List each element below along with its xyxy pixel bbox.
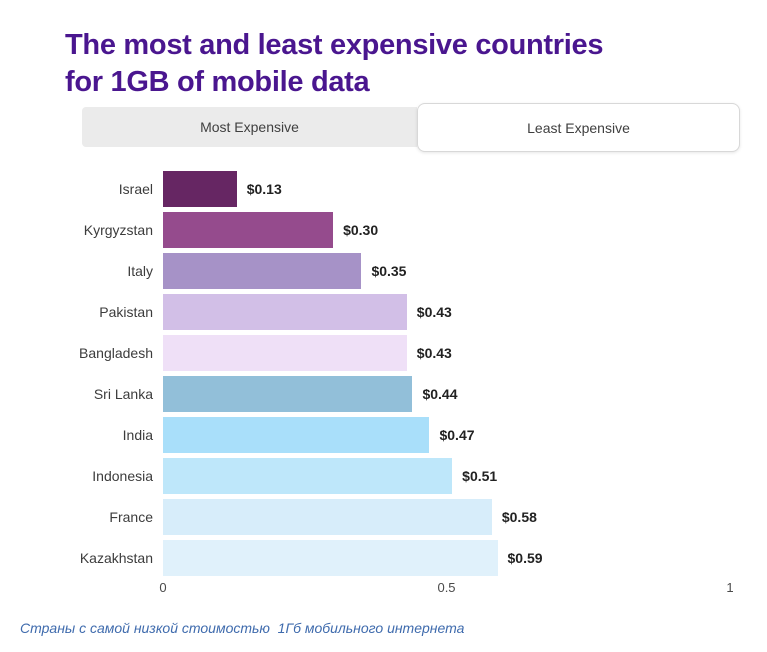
- x-axis-tick: 1: [726, 580, 734, 595]
- bar: [163, 252, 362, 289]
- row-plot-area: $0.58: [163, 498, 730, 535]
- page-title: The most and least expensive countries f…: [65, 29, 604, 98]
- value-label: $0.30: [343, 221, 379, 238]
- row-plot-area: $0.51: [163, 457, 730, 494]
- value-label: $0.43: [416, 303, 452, 320]
- chart-row: Italy $0.35: [0, 250, 767, 291]
- chart-caption: Страны с самой низкой стоимостью 1Гб моб…: [20, 620, 465, 636]
- value-label: $0.13: [246, 180, 282, 197]
- chart-row: France $0.58: [0, 496, 767, 537]
- category-label: Bangladesh: [79, 344, 153, 361]
- bar: [163, 334, 407, 371]
- chart-row: Israel $0.13: [0, 168, 767, 209]
- chart-row: Indonesia $0.51: [0, 455, 767, 496]
- row-plot-area: $0.59: [163, 539, 730, 576]
- row-plot-area: $0.43: [163, 293, 730, 330]
- bar: [163, 293, 407, 330]
- chart-row: Pakistan $0.43: [0, 291, 767, 332]
- value-label: $0.44: [422, 385, 458, 402]
- chart-row: Kazakhstan $0.59: [0, 537, 767, 578]
- bar: [163, 457, 453, 494]
- x-axis: 0 0.5 1: [159, 580, 734, 598]
- row-plot-area: $0.13: [163, 170, 730, 207]
- chart-row: Bangladesh $0.43: [0, 332, 767, 373]
- value-label: $0.51: [462, 467, 498, 484]
- tab-least-expensive-label: Least Expensive: [527, 119, 630, 136]
- value-label: $0.35: [371, 262, 407, 279]
- category-label: Italy: [127, 262, 153, 279]
- bar-chart: Israel $0.13 Kyrgyzstan $0.30 Italy $0.35 Paki…: [0, 168, 767, 578]
- value-label: $0.58: [501, 508, 537, 525]
- tab-most-expensive[interactable]: Most Expensive: [82, 107, 417, 147]
- chart-row: Sri Lanka $0.44: [0, 373, 767, 414]
- tab-most-expensive-label: Most Expensive: [200, 119, 299, 135]
- x-axis-tick: 0: [159, 580, 167, 595]
- tab-bar: Most Expensive Least Expensive: [82, 103, 740, 152]
- x-axis-tick: 0.5: [437, 580, 456, 595]
- chart-row: India $0.47: [0, 414, 767, 455]
- row-plot-area: $0.44: [163, 375, 730, 412]
- category-label: Indonesia: [92, 467, 153, 484]
- category-label: Sri Lanka: [93, 385, 153, 402]
- tab-least-expensive[interactable]: Least Expensive: [417, 103, 740, 152]
- row-plot-area: $0.43: [163, 334, 730, 371]
- row-plot-area: $0.47: [163, 416, 730, 453]
- row-plot-area: $0.30: [163, 211, 730, 248]
- bar: [163, 539, 498, 576]
- bar: [163, 211, 334, 248]
- category-label: France: [109, 508, 153, 525]
- category-label: Kazakhstan: [79, 549, 153, 566]
- value-label: $0.43: [416, 344, 452, 361]
- value-label: $0.47: [439, 426, 475, 443]
- bar: [163, 375, 413, 412]
- bar: [163, 416, 430, 453]
- bar: [163, 498, 492, 535]
- row-plot-area: $0.35: [163, 252, 730, 289]
- category-label: India: [122, 426, 153, 443]
- bar: [163, 170, 237, 207]
- category-label: Kyrgyzstan: [83, 221, 153, 238]
- category-label: Pakistan: [99, 303, 153, 320]
- chart-row: Kyrgyzstan $0.30: [0, 209, 767, 250]
- category-label: Israel: [118, 180, 153, 197]
- value-label: $0.59: [507, 549, 543, 566]
